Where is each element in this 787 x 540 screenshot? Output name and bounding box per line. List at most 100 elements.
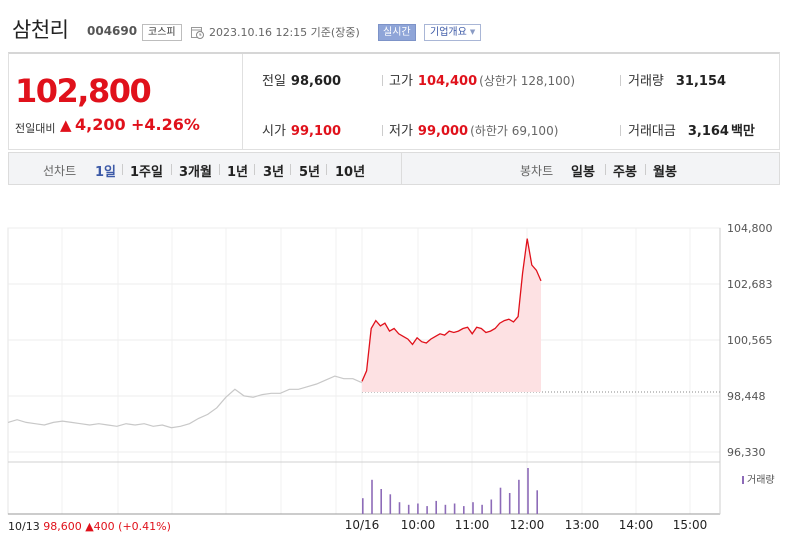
- volume-bar: [371, 479, 373, 514]
- divider: [605, 164, 606, 175]
- low-item: 저가 99,000 (하한가 69,100): [389, 120, 558, 139]
- prev-price: 98,600: [43, 520, 82, 533]
- x-tick-label: 11:00: [455, 518, 490, 532]
- price-chart-svg: 104,800 102,683 100,565 98,448 96,330 10/16 10…: [7, 222, 773, 532]
- tab-3y[interactable]: 3년: [263, 165, 285, 180]
- tab-10y[interactable]: 10년: [335, 165, 366, 180]
- divider: [326, 164, 327, 175]
- prev-close-item: 전일 98,600: [262, 70, 341, 89]
- tab-3m[interactable]: 3개월: [179, 165, 212, 180]
- divider: [382, 75, 383, 86]
- prev-close-value: 98,600: [290, 74, 342, 89]
- divider: [401, 153, 402, 184]
- volume-bar: [490, 499, 493, 514]
- update-time: 2023.10.16 12:15 기준(장중): [209, 26, 360, 39]
- tab-weekly[interactable]: 주봉: [613, 165, 637, 180]
- change-value: 4,200: [75, 115, 126, 134]
- divider: [645, 164, 646, 175]
- divider: [290, 164, 291, 175]
- volume-bar: [362, 498, 364, 514]
- divider: [620, 75, 621, 86]
- volume-label: 거래량: [628, 74, 664, 89]
- divider: [382, 125, 383, 136]
- line-chart-label: 선차트: [43, 164, 77, 178]
- chart-period-tabs: 선차트 1일 1주일 3개월 1년 3년 5년 10년 봉차트 일봉 주봉 월봉: [8, 152, 780, 185]
- current-price: 102,800: [15, 72, 152, 110]
- volume-bar: [380, 489, 382, 514]
- lower-limit: (하한가 69,100): [470, 124, 559, 138]
- x-tick-label: 10/16: [345, 518, 380, 532]
- tab-1d[interactable]: 1일: [95, 165, 117, 180]
- open-value: 99,100: [290, 124, 342, 139]
- volume-bar: [435, 500, 437, 514]
- change-label: 전일대비: [15, 122, 56, 135]
- stock-header: 삼천리 004690 코스피 2023.10.16 12:15 기준(장중) 실…: [0, 0, 787, 52]
- clock-calendar-icon: [191, 27, 204, 39]
- stock-name: 삼천리: [12, 18, 69, 42]
- y-tick-label: 100,565: [727, 334, 773, 347]
- chart-frame: [7, 227, 721, 515]
- volume-bar: [389, 494, 392, 514]
- today-line: [361, 238, 542, 382]
- realtime-button[interactable]: 실시간: [378, 24, 416, 41]
- x-tick-label: 15:00: [673, 518, 708, 532]
- volume-bar: [444, 504, 447, 514]
- y-tick-label: 104,800: [727, 222, 773, 235]
- prev-change: 400: [93, 520, 115, 533]
- volume-bar: [453, 503, 456, 514]
- prev-day-line: [7, 375, 363, 429]
- price-summary: 102,800 전일대비 ▲ 4,200 +4.26% 전일 98,600 고가 1…: [8, 52, 780, 150]
- prev-date: 10/13: [8, 520, 40, 533]
- market-badge: 코스피: [142, 24, 182, 41]
- candle-chart-label: 봉차트: [520, 164, 554, 178]
- low-label: 저가: [389, 124, 413, 139]
- x-tick-label: 14:00: [619, 518, 654, 532]
- divider: [122, 164, 123, 175]
- volume-bar: [536, 490, 538, 514]
- volume-swatch: [742, 476, 744, 484]
- volume-bar: [417, 503, 419, 514]
- tab-daily[interactable]: 일봉: [571, 165, 595, 180]
- x-tick-label: 10:00: [401, 518, 436, 532]
- prev-close-label: 전일: [262, 74, 286, 89]
- volume-bar: [463, 506, 465, 514]
- current-price-cell: 102,800 전일대비 ▲ 4,200 +4.26%: [9, 54, 243, 150]
- volume-bar: [398, 502, 401, 514]
- low-value: 99,000: [417, 124, 469, 139]
- up-arrow-icon: ▲: [60, 116, 72, 134]
- volume-bar: [472, 502, 474, 514]
- open-label: 시가: [262, 124, 286, 139]
- upper-limit: (상한가 128,100): [479, 74, 576, 88]
- volume-bar: [527, 468, 529, 514]
- open-item: 시가 99,100: [262, 120, 341, 139]
- tab-1y[interactable]: 1년: [227, 165, 249, 180]
- y-tick-label: 96,330: [727, 446, 766, 459]
- high-item: 고가 104,400 (상한가 128,100): [389, 70, 575, 89]
- prev-close-info: 10/13 98,600 ▲400 (+0.41%): [8, 520, 171, 533]
- divider: [254, 164, 255, 175]
- company-info-dropdown[interactable]: 기업개요 ▼: [424, 24, 482, 41]
- stock-code: 004690: [87, 24, 138, 38]
- volume-legend-label: 거래량: [747, 475, 775, 486]
- divider: [171, 164, 172, 175]
- x-tick-label: 13:00: [565, 518, 600, 532]
- volume-bar: [518, 479, 520, 514]
- volume-value: 31,154: [675, 74, 727, 89]
- chevron-down-icon: ▼: [469, 28, 476, 36]
- price-chart[interactable]: 104,800 102,683 100,565 98,448 96,330 10/16 10…: [0, 196, 787, 540]
- high-value: 104,400: [417, 74, 478, 89]
- tab-1w[interactable]: 1주일: [130, 165, 163, 180]
- company-info-label: 기업개요: [430, 27, 467, 38]
- amount-label: 거래대금: [628, 124, 676, 139]
- volume-bar: [499, 487, 502, 514]
- change-rate: +4.26%: [131, 115, 200, 134]
- tab-5y[interactable]: 5년: [299, 165, 321, 180]
- today-area: [362, 238, 541, 392]
- volume-item: 거래량 31,154: [628, 70, 726, 89]
- volume-bar: [407, 504, 410, 514]
- tab-monthly[interactable]: 월봉: [653, 165, 677, 180]
- x-tick-label: 12:00: [510, 518, 545, 532]
- volume-legend: 거래량: [742, 471, 775, 486]
- volume-bar: [481, 504, 483, 514]
- divider: [219, 164, 220, 175]
